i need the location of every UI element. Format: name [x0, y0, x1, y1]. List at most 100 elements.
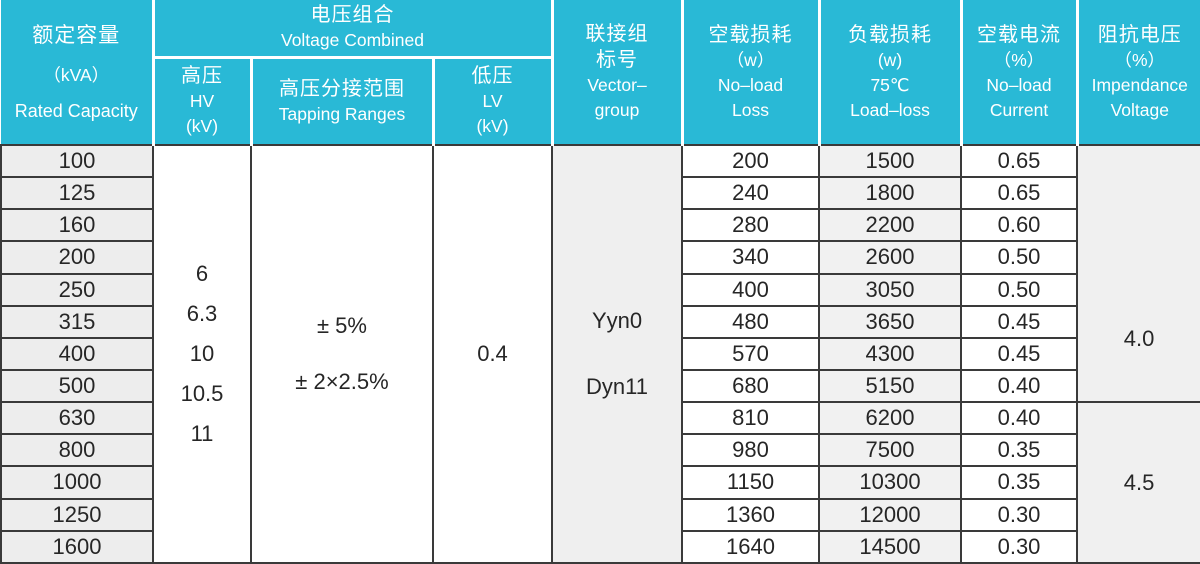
cell-line: ± 5%: [317, 313, 367, 338]
no-load-current-cell: 0.35: [960, 465, 1079, 500]
col-header-load-loss: 负载损耗 (w) 75℃ Load–loss: [817, 0, 963, 146]
spec-row: 800 980 7500 0.35: [0, 433, 1200, 468]
header-line-zh: 高压: [181, 65, 223, 88]
header-line-en: HV: [189, 91, 215, 112]
cell-line: 6.3: [186, 301, 218, 326]
spec-row: 160 280 2200 0.60: [0, 208, 1200, 243]
rated-capacity-cell: 200: [0, 240, 154, 275]
no-load-loss-cell: 1360: [681, 497, 821, 532]
cell-line: 11: [190, 421, 214, 446]
rated-capacity-cell: 1600: [0, 529, 154, 564]
no-load-current-cell: 0.30: [960, 497, 1079, 532]
cell-line: 10.5: [180, 381, 224, 406]
no-load-loss-cell: 340: [681, 240, 821, 275]
header-line-zh: 高压分接范围: [279, 77, 405, 100]
rated-capacity-cell: 250: [0, 272, 154, 307]
table-header: 额定容量 （kVA） Rated Capacity 电压组合 Voltage C…: [1, 0, 1200, 146]
col-header-no-load-loss: 空载损耗 （w） No–load Loss: [680, 0, 821, 146]
spec-row: 125 240 1800 0.65: [0, 176, 1200, 211]
no-load-current-cell: 0.50: [960, 240, 1079, 275]
header-line-en: Vector–: [587, 75, 647, 95]
load-loss-cell: 6200: [818, 401, 963, 436]
header-line-en: Voltage Combined: [280, 30, 425, 51]
cell-line: 10: [189, 341, 215, 366]
load-loss-cell: 3650: [818, 304, 963, 339]
no-load-current-cell: 0.45: [960, 304, 1079, 339]
lv-kv-cell: 0.4: [431, 144, 554, 564]
rated-capacity-cell: 630: [0, 401, 154, 436]
no-load-loss-cell: 570: [681, 336, 821, 371]
no-load-current-cell: 0.50: [960, 272, 1079, 307]
col-header-impedance-voltage: 阻抗电压 （%） Impendance Voltage: [1075, 0, 1200, 146]
spec-row: 1250 1360 12000 0.30: [0, 497, 1200, 532]
no-load-loss-cell: 1150: [681, 465, 821, 500]
header-line-en: Tapping Ranges: [278, 103, 406, 124]
hv-kv-cell: 6 6.3 10 10.5 11: [152, 144, 252, 564]
load-loss-cell: 4300: [818, 336, 963, 371]
no-load-loss-cell: 200: [681, 143, 821, 179]
rated-capacity-cell: 1250: [0, 497, 154, 532]
load-loss-cell: 14500: [818, 529, 963, 564]
header-line-zh: 电压组合: [310, 4, 395, 27]
header-line-temp: 75℃: [870, 74, 910, 95]
header-line-zh: 联接组: [585, 23, 649, 45]
header-line-zh: 额定容量: [32, 24, 121, 47]
header-line-unit: （%）: [1114, 49, 1166, 70]
load-loss-cell: 2200: [818, 208, 963, 243]
col-header-no-load-current: 空载电流 （%） No–load Current: [959, 0, 1079, 146]
header-line-unit: (w): [877, 49, 903, 70]
header-line-zh: 负载损耗: [848, 23, 933, 46]
load-loss-cell: 7500: [818, 433, 963, 468]
col-header-tapping-ranges: 高压分接范围 Tapping Ranges: [249, 55, 435, 146]
table-body: 100 6 6.3 10 10.5 11 ± 5% ± 2×2.5% 0.4 Yyn0 Dyn11 2…: [0, 143, 1200, 564]
header-line-en: Rated Capacity: [14, 101, 138, 121]
no-load-current-cell: 0.35: [960, 433, 1079, 468]
load-loss-cell: 1500: [818, 143, 963, 179]
cell-line: Dyn11: [586, 374, 648, 399]
col-header-lv: 低压 LV (kV): [431, 55, 554, 146]
no-load-current-cell: 0.40: [960, 401, 1079, 436]
header-line-unit: （kVA）: [43, 65, 110, 85]
header-line-zh: 空载电流: [977, 23, 1062, 46]
spec-row: 1600 1640 14500 0.30: [0, 529, 1200, 564]
spec-row: 250 400 3050 0.50: [0, 272, 1200, 307]
spec-row: 100 6 6.3 10 10.5 11 ± 5% ± 2×2.5% 0.4 Yyn0 Dyn11 2…: [0, 143, 1200, 564]
cell-line: Yyn0: [591, 308, 643, 333]
no-load-current-cell: 0.30: [960, 529, 1079, 564]
no-load-loss-cell: 680: [681, 368, 821, 404]
header-line-unit: (kV): [476, 116, 509, 137]
rated-capacity-cell: 160: [0, 208, 154, 243]
spec-row: 1000 1150 10300 0.35: [0, 465, 1200, 500]
impedance-voltage-cell: 4.5: [1076, 401, 1200, 564]
spec-row: 400 570 4300 0.45: [0, 336, 1200, 371]
header-line-zh: 阻抗电压: [1097, 23, 1182, 46]
rated-capacity-cell: 500: [0, 368, 154, 404]
no-load-loss-cell: 400: [681, 272, 821, 307]
load-loss-cell: 12000: [818, 497, 963, 532]
col-header-vector-group: 联接组 标号 Vector– group: [550, 0, 684, 146]
load-loss-cell: 1800: [818, 176, 963, 211]
load-loss-cell: 2600: [818, 240, 963, 275]
header-line-en: group: [594, 100, 640, 120]
header-line-en: Impendance: [1091, 74, 1188, 95]
no-load-current-cell: 0.40: [960, 368, 1079, 404]
impedance-voltage-cell: 4.0: [1076, 143, 1200, 404]
header-line-en: No–load: [986, 74, 1052, 95]
no-load-loss-cell: 240: [681, 176, 821, 211]
rated-capacity-cell: 100: [0, 143, 154, 179]
header-line-unit: （w）: [726, 49, 775, 70]
no-load-loss-cell: 1640: [681, 529, 821, 564]
spec-row: 630 810 6200 0.40 4.5: [0, 401, 1200, 564]
header-line-unit: （%）: [993, 49, 1045, 70]
header-line-en: Loss: [732, 99, 769, 120]
header-line-en: Load–loss: [850, 99, 930, 120]
header-line-unit: (kV): [185, 116, 219, 137]
rated-capacity-cell: 800: [0, 433, 154, 468]
load-loss-cell: 5150: [818, 368, 963, 404]
rated-capacity-cell: 400: [0, 336, 154, 371]
no-load-current-cell: 0.45: [960, 336, 1079, 371]
rated-capacity-cell: 315: [0, 304, 154, 339]
col-header-hv: 高压 HV (kV): [151, 55, 253, 146]
